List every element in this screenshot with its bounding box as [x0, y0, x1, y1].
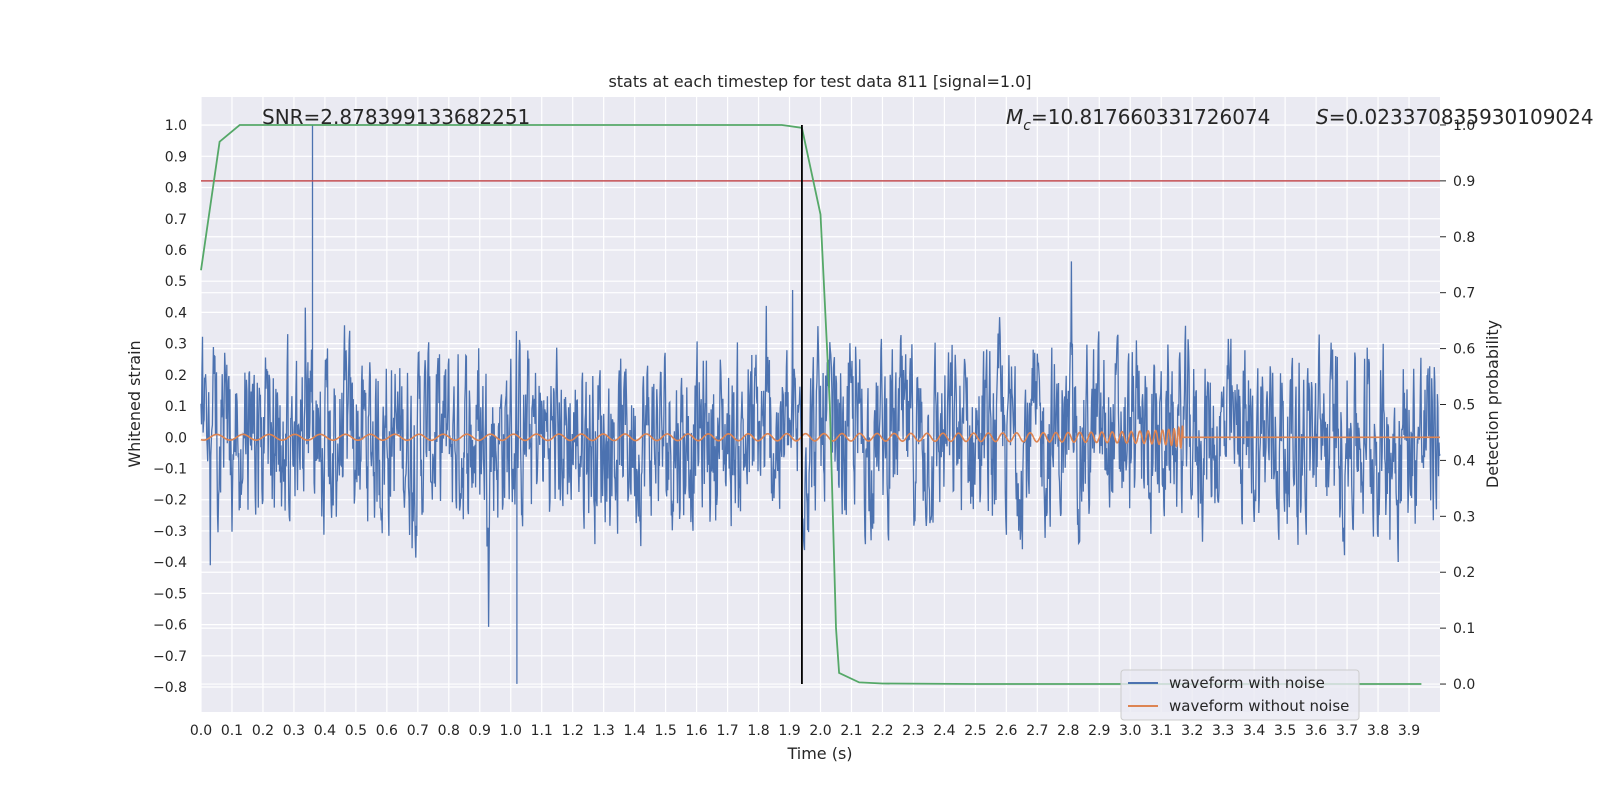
x-tick-label: 3.6 — [1305, 723, 1327, 739]
ticks-layer: 0.0 0.1 0.2 0.3 0.4 0.5 0.6 0.7 0.8 0.9 1.0 1.1 1.2 1… — [153, 118, 1475, 739]
legend-box — [1120, 669, 1360, 721]
s-value: =0.023370835930109024 — [1329, 105, 1594, 129]
y-tick-label: 0.4 — [165, 305, 187, 321]
x-tick-label: 3.8 — [1367, 723, 1389, 739]
x-tick-label: 3.3 — [1212, 723, 1234, 739]
x-tick-label: 2.9 — [1088, 723, 1110, 739]
snr-annotation: SNR=2.878399133682251 — [262, 105, 530, 129]
y-tick-label: −0.7 — [153, 649, 187, 665]
x-tick-label: 1.3 — [593, 723, 615, 739]
x-tick-label: 0.4 — [314, 723, 336, 739]
x-tick-label: 2.6 — [995, 723, 1017, 739]
s-annotation: S=0.023370835930109024 — [1316, 105, 1594, 129]
y-tick-label: −0.3 — [153, 524, 187, 540]
y-tick-label: 0.3 — [165, 337, 187, 353]
y2-tick-label: 0.3 — [1453, 509, 1475, 525]
y-tick-label: −0.8 — [153, 680, 187, 696]
y2-tick-label: 0.2 — [1453, 565, 1475, 581]
x-tick-label: 3.7 — [1336, 723, 1358, 739]
y2-tick-label: 0.9 — [1453, 174, 1475, 190]
y-tick-label: 0.1 — [165, 399, 187, 415]
legend: waveform with noise waveform without noi… — [1120, 669, 1360, 721]
y-tick-label: −0.5 — [153, 586, 187, 602]
y-tick-label: −0.6 — [153, 618, 187, 634]
chirp-mass-value: =10.817660331726074 — [1031, 105, 1270, 129]
y2-tick-label: 0.6 — [1453, 342, 1475, 358]
x-tick-label: 1.5 — [654, 723, 676, 739]
x-tick-label: 0.0 — [190, 723, 212, 739]
chirp-mass-subscript: c — [1023, 118, 1031, 134]
y2-tick-label: 0.7 — [1453, 286, 1475, 302]
x-axis-label: Time (s) — [786, 744, 852, 763]
x-tick-label: 2.1 — [840, 723, 862, 739]
x-tick-label: 1.7 — [716, 723, 738, 739]
x-tick-label: 0.7 — [407, 723, 429, 739]
x-tick-label: 3.5 — [1274, 723, 1296, 739]
x-tick-label: 1.4 — [624, 723, 646, 739]
x-tick-label: 3.9 — [1398, 723, 1420, 739]
y-tick-label: 0.0 — [165, 430, 187, 446]
x-tick-label: 0.2 — [252, 723, 274, 739]
y2-tick-label: 0.0 — [1453, 677, 1475, 693]
y-tick-label: 0.9 — [165, 149, 187, 165]
x-tick-label: 3.4 — [1243, 723, 1265, 739]
y-tick-label: 0.5 — [165, 274, 187, 290]
x-tick-label: 2.4 — [933, 723, 955, 739]
x-tick-label: 2.3 — [902, 723, 924, 739]
x-tick-label: 2.2 — [871, 723, 893, 739]
s-symbol: S — [1316, 105, 1329, 129]
x-tick-label: 0.8 — [438, 723, 460, 739]
y-tick-label: 0.6 — [165, 243, 187, 259]
x-tick-label: 3.0 — [1119, 723, 1141, 739]
y-tick-label: 0.7 — [165, 212, 187, 228]
y2-tick-label: 0.8 — [1453, 230, 1475, 246]
series-waveform-without-noise — [200, 425, 1440, 450]
y-tick-label: −0.1 — [153, 461, 187, 477]
x-tick-label: 1.8 — [747, 723, 769, 739]
y2-tick-label: 1.0 — [1453, 118, 1475, 134]
x-tick-label: 1.9 — [778, 723, 800, 739]
x-tick-label: 0.9 — [469, 723, 491, 739]
x-tick-label: 2.7 — [1026, 723, 1048, 739]
x-tick-label: 2.8 — [1057, 723, 1079, 739]
x-tick-label: 0.5 — [345, 723, 367, 739]
series-detection-probability — [200, 124, 1422, 685]
series-waveform-with-noise — [200, 125, 1441, 684]
x-tick-label: 1.1 — [531, 723, 553, 739]
x-tick-label: 2.5 — [964, 723, 986, 739]
y2-tick-label: 0.5 — [1453, 398, 1475, 414]
x-tick-label: 0.3 — [283, 723, 305, 739]
y-tick-label: 0.8 — [165, 181, 187, 197]
x-tick-label: 1.0 — [500, 723, 522, 739]
grid — [200, 97, 1440, 712]
x-tick-label: 1.6 — [685, 723, 707, 739]
y-tick-label: −0.2 — [153, 493, 187, 509]
chirp-mass-annotation: Mc=10.817660331726074 — [1006, 105, 1270, 134]
y2-axis-label: Detection probability — [1483, 320, 1502, 488]
y-tick-label: 1.0 — [165, 118, 187, 134]
chirp-mass-symbol: M — [1006, 105, 1023, 129]
y2-tick-label: 0.1 — [1453, 621, 1475, 637]
plot-layer — [200, 124, 1441, 685]
x-tick-label: 0.6 — [376, 723, 398, 739]
y-axis-label: Whitened strain — [125, 340, 144, 467]
y2-tick-label: 0.4 — [1453, 453, 1475, 469]
chart-title: stats at each timestep for test data 811… — [608, 72, 1031, 91]
legend-label-noise: waveform with noise — [1169, 674, 1325, 692]
x-tick-label: 3.1 — [1150, 723, 1172, 739]
legend-label-clean: waveform without noise — [1169, 697, 1349, 715]
x-tick-label: 1.2 — [562, 723, 584, 739]
x-tick-label: 2.0 — [809, 723, 831, 739]
x-tick-label: 3.2 — [1181, 723, 1203, 739]
y-tick-label: 0.2 — [165, 368, 187, 384]
y-tick-label: −0.4 — [153, 555, 187, 571]
x-tick-label: 0.1 — [221, 723, 243, 739]
